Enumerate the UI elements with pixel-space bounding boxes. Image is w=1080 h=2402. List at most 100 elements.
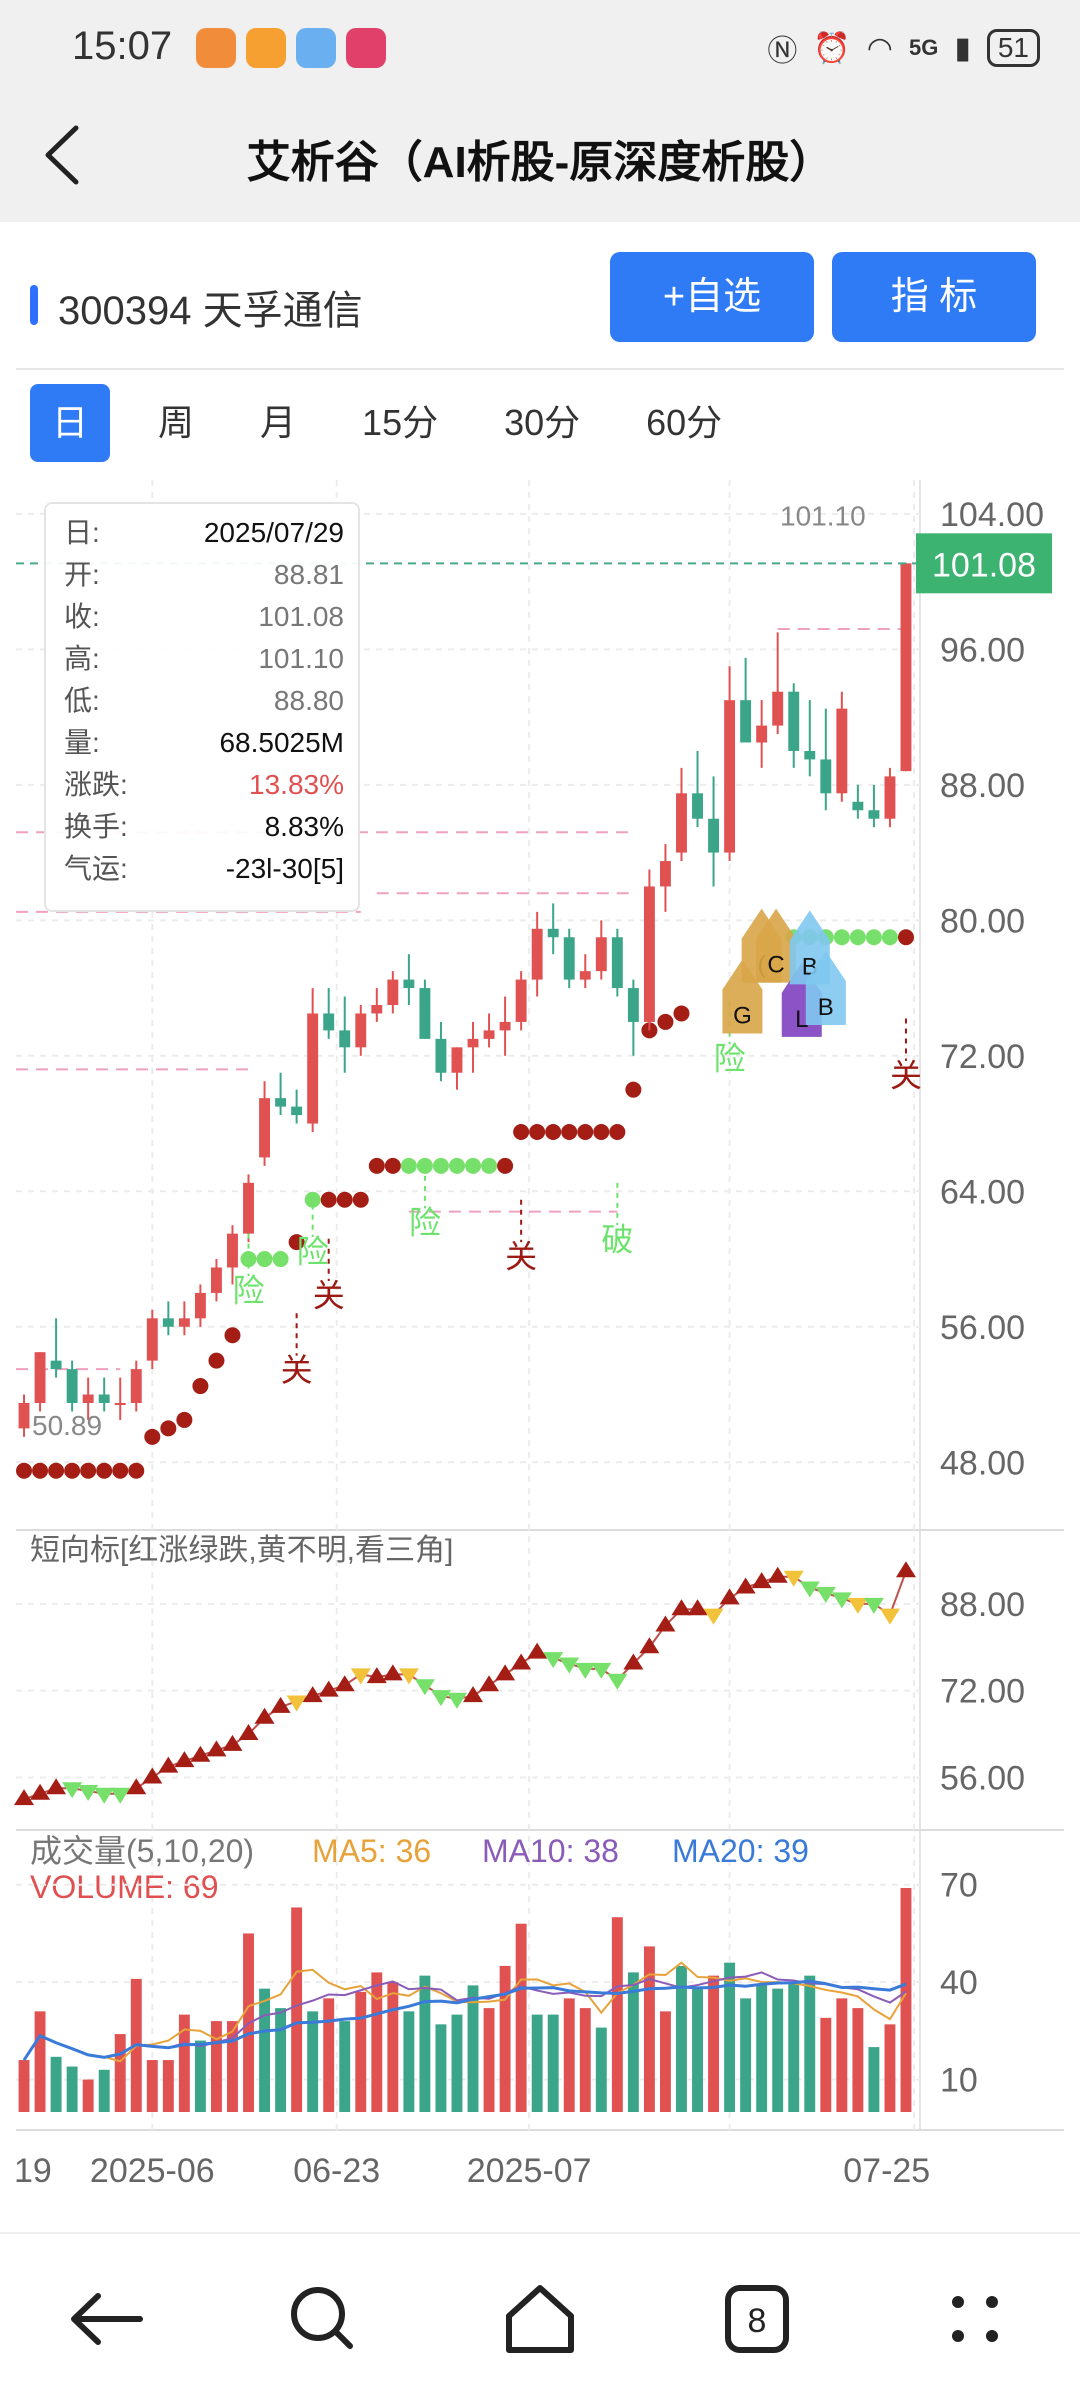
volume-bar (275, 2008, 287, 2112)
green-signal-dot (881, 929, 898, 946)
tab-month[interactable]: 月 (260, 402, 297, 443)
indicator-triangle (847, 1597, 868, 1614)
volume-bar (387, 1982, 399, 2112)
candle-body (178, 1318, 190, 1327)
candle-body (259, 1098, 271, 1158)
indicator-button[interactable]: 指 标 (832, 252, 1036, 342)
volume-bar (18, 2060, 30, 2112)
volume-bar (371, 1972, 383, 2112)
indicator-triangle (270, 1696, 291, 1713)
candle-body (403, 979, 415, 989)
search-icon[interactable] (278, 2274, 368, 2364)
green-signal-dot (432, 1157, 449, 1174)
volume-bar (451, 2014, 463, 2112)
volume-bar (499, 1965, 511, 2112)
candle-body (435, 1038, 447, 1073)
candle-body (611, 937, 623, 989)
indicator-triangle (398, 1668, 419, 1685)
indicator-triangle (46, 1778, 67, 1795)
nfc-icon: Ⓝ (767, 35, 798, 68)
tabs-count-icon[interactable]: 8 (712, 2274, 802, 2364)
indicator-triangle (14, 1789, 35, 1806)
candle-body (307, 1013, 319, 1124)
red-signal-dot (224, 1327, 241, 1344)
signal-label: 关 (281, 1352, 313, 1388)
red-signal-dot (336, 1191, 353, 1208)
svg-text:8: 8 (748, 2302, 767, 2340)
info-key: 低: (64, 685, 100, 716)
candle-body (339, 1030, 351, 1048)
info-value: 88.81 (273, 559, 344, 590)
alarm-icon: ⏰ (813, 31, 851, 65)
volume-bar (210, 2021, 222, 2112)
ma-label: MA10: 38 (482, 1833, 619, 1869)
green-signal-dot (481, 1157, 498, 1174)
tab-60min[interactable]: 60分 (646, 402, 723, 443)
info-row-date: 日: 2025/07/29 (64, 512, 344, 554)
info-key: 涨跌: (64, 769, 128, 800)
add-watchlist-button[interactable]: +自选 (610, 252, 814, 342)
candle-body (820, 759, 832, 794)
signal-label: 险 (297, 1233, 329, 1269)
candle-body (595, 937, 607, 972)
green-signal-dot (400, 1157, 417, 1174)
tab-day[interactable]: 日 (30, 384, 111, 462)
info-key: 收: (64, 601, 100, 632)
info-row-open: 开: 88.81 (64, 554, 344, 596)
indicator-triangle (831, 1592, 852, 1609)
candle-body (50, 1360, 62, 1370)
info-value: 68.5025M (219, 727, 344, 758)
volume-label: VOLUME: 69 (30, 1869, 219, 1905)
red-signal-dot (368, 1157, 385, 1174)
indicator-triangle (78, 1785, 99, 1802)
green-signal-dot (240, 1251, 257, 1268)
home-icon[interactable] (495, 2274, 585, 2364)
indicator-triangle (767, 1566, 788, 1583)
candle-body (692, 793, 703, 819)
tab-week[interactable]: 周 (158, 402, 195, 443)
indicator-tick-label: 72.00 (940, 1673, 1025, 1711)
indicator-triangle (30, 1783, 51, 1800)
info-row-fortune: 气运: -23l-30[5] (64, 848, 344, 890)
volume-bar (98, 2069, 110, 2112)
volume-bar (178, 2014, 190, 2112)
indicator-triangle (126, 1778, 147, 1795)
back-chevron-icon[interactable] (36, 120, 96, 190)
green-signal-dot (272, 1251, 289, 1268)
candle-body (210, 1267, 222, 1293)
red-signal-dot (288, 1234, 305, 1251)
green-signal-dot (833, 929, 850, 946)
info-value: -23l-30[5] (225, 853, 344, 884)
indicator-triangle (607, 1673, 628, 1690)
volume-bar (563, 1998, 575, 2112)
candle-body (98, 1394, 110, 1403)
candle-body (900, 563, 912, 772)
pattern-marker (805, 951, 846, 1025)
indicator-triangle (559, 1657, 580, 1674)
indicator-triangle (815, 1586, 836, 1603)
volume-bar (884, 2024, 896, 2112)
volume-tick-label: 40 (940, 1964, 978, 2002)
volume-bar (676, 1965, 687, 2112)
info-row-close: 收: 101.08 (64, 596, 344, 638)
indicator-triangle (382, 1664, 403, 1681)
info-value: 101.10 (258, 643, 344, 674)
volume-bar (852, 2008, 864, 2112)
tab-30min[interactable]: 30分 (504, 402, 581, 443)
divider (16, 368, 1064, 370)
red-signal-dot (160, 1420, 177, 1437)
tab-15min[interactable]: 15分 (362, 402, 439, 443)
more-menu-icon[interactable] (930, 2274, 1020, 2364)
candle-body (659, 861, 671, 887)
candle-body (563, 937, 575, 980)
back-arrow-icon[interactable] (62, 2274, 152, 2364)
indicator-triangle (142, 1767, 163, 1784)
volume-bar (740, 1998, 752, 2112)
x-axis-label: 19 (14, 2152, 52, 2190)
price-tick-label: 96.00 (940, 631, 1025, 669)
stock-chart[interactable]: 104.00 96.00 88.00 80.00 72.00 64.00 56.00 48.0… (0, 470, 1080, 2190)
red-signal-dot (48, 1462, 65, 1479)
volume-title: 成交量(5,10,20) (30, 1833, 254, 1869)
green-signal-dot (256, 1251, 273, 1268)
info-value: 2025/07/29 (203, 517, 344, 548)
